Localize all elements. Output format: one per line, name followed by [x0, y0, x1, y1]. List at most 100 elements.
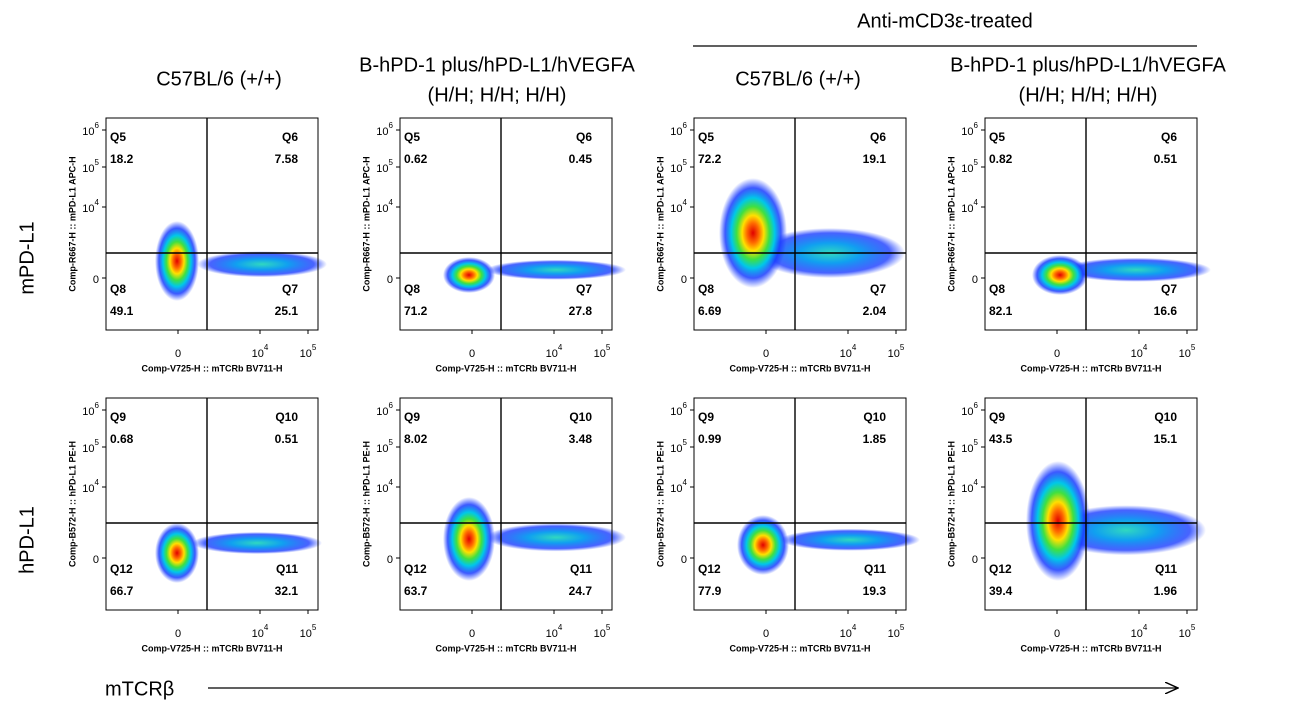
tick-base: 10: [888, 628, 900, 640]
quadrant-name: Q7: [282, 282, 298, 296]
tick-base: 0: [681, 554, 687, 566]
density-tail: [486, 259, 626, 280]
tick-label: 105: [300, 623, 317, 640]
tick-exponent: 6: [683, 121, 688, 130]
tick-exponent: 5: [974, 438, 979, 447]
quadrant-name: Q6: [576, 130, 592, 144]
quadrant-name: Q12: [110, 562, 133, 576]
quadrant-name: Q10: [863, 410, 886, 424]
quadrant-name: Q11: [570, 562, 592, 576]
density-tail: [192, 532, 322, 554]
quadrant-value: 0.99: [698, 432, 722, 446]
tick-exponent: 4: [852, 343, 857, 352]
y-axis-title: Comp-R667-H :: mPD-L1 APC-H: [946, 156, 956, 291]
quadrant-value: 0.62: [404, 152, 428, 166]
column-header: (H/H; H/H; H/H): [1019, 84, 1158, 106]
y-axis-title: Comp-B572-H :: hPD-L1 PE-H: [361, 441, 371, 567]
density-tail: [197, 251, 327, 278]
density-core: [155, 221, 199, 301]
quadrant-value: 27.8: [569, 304, 593, 318]
tick-exponent: 4: [558, 343, 563, 352]
quadrant-name: Q9: [404, 410, 420, 424]
plot-frame: [984, 117, 1198, 331]
tick-base: 10: [1179, 348, 1191, 360]
tick-label: 0: [763, 348, 769, 360]
quadrant-value: 66.7: [110, 584, 134, 598]
tick-base: 10: [376, 483, 388, 495]
tick-base: 0: [1054, 628, 1060, 640]
quadrant-value: 19.3: [863, 584, 887, 598]
tick-label: 104: [670, 198, 687, 215]
tick-label: 106: [82, 121, 99, 138]
tick-label: 106: [961, 401, 978, 418]
quadrant-value: 7.58: [275, 152, 299, 166]
tick-label: 0: [469, 628, 475, 640]
tick-base: 0: [972, 554, 978, 566]
plot-frame: [984, 397, 1198, 611]
tick-base: 0: [469, 348, 475, 360]
tick-exponent: 5: [974, 158, 979, 167]
tick-label: 104: [1131, 623, 1148, 640]
tick-base: 0: [175, 628, 181, 640]
tick-label: 104: [840, 343, 857, 360]
tick-exponent: 4: [974, 478, 979, 487]
column-header: C57BL/6 (+/+): [156, 68, 282, 90]
tick-base: 0: [681, 274, 687, 286]
tick-base: 10: [300, 348, 312, 360]
density-tail: [780, 528, 920, 551]
quadrant-name: Q11: [276, 562, 298, 576]
quadrant-value: 0.82: [989, 152, 1013, 166]
quadrant-value: 16.6: [1154, 304, 1178, 318]
tick-exponent: 4: [264, 343, 269, 352]
tick-base: 10: [670, 163, 682, 175]
tick-base: 10: [961, 126, 973, 138]
tick-label: 104: [82, 478, 99, 495]
tick-base: 10: [670, 443, 682, 455]
density-core: [719, 178, 787, 288]
tick-label: 0: [763, 628, 769, 640]
tick-base: 10: [300, 628, 312, 640]
tick-label: 105: [82, 158, 99, 175]
quadrant-name: Q9: [989, 410, 1005, 424]
tick-label: 0: [1054, 628, 1060, 640]
tick-base: 10: [82, 203, 94, 215]
quadrant-value: 24.7: [569, 584, 593, 598]
tick-exponent: 5: [1191, 343, 1196, 352]
quadrant-value: 6.69: [698, 304, 722, 318]
tick-exponent: 4: [1143, 343, 1148, 352]
quadrant-name: Q11: [1155, 562, 1177, 576]
quadrant-value: 82.1: [989, 304, 1013, 318]
tick-exponent: 5: [900, 343, 905, 352]
tick-label: 106: [82, 401, 99, 418]
tick-base: 10: [82, 163, 94, 175]
x-axis-title: Comp-V725-H :: mTCRb BV711-H: [435, 643, 576, 653]
tick-base: 0: [387, 274, 393, 286]
row-label: mPD-L1: [16, 221, 38, 294]
tick-label: 106: [961, 121, 978, 138]
quadrant-name: Q7: [576, 282, 592, 296]
quadrant-name: Q5: [698, 130, 714, 144]
quadrant-value: 8.02: [404, 432, 428, 446]
tick-exponent: 5: [312, 343, 317, 352]
tick-base: 10: [1131, 628, 1143, 640]
tick-label: 105: [594, 623, 611, 640]
tick-exponent: 6: [389, 121, 394, 130]
y-axis-title: Comp-R667-H :: mPD-L1 APC-H: [655, 156, 665, 291]
quadrant-value: 63.7: [404, 584, 428, 598]
tick-label: 106: [376, 121, 393, 138]
tick-base: 10: [1131, 348, 1143, 360]
quadrant-name: Q8: [404, 282, 420, 296]
tick-exponent: 6: [683, 401, 688, 410]
quadrant-value: 18.2: [110, 152, 134, 166]
x-axis-title: Comp-V725-H :: mTCRb BV711-H: [141, 643, 282, 653]
tick-label: 105: [82, 438, 99, 455]
tick-base: 0: [972, 274, 978, 286]
tick-base: 0: [763, 348, 769, 360]
tick-exponent: 5: [389, 158, 394, 167]
tick-base: 10: [594, 628, 606, 640]
tick-base: 10: [670, 203, 682, 215]
tick-base: 10: [376, 406, 388, 418]
quadrant-value: 3.48: [569, 432, 593, 446]
